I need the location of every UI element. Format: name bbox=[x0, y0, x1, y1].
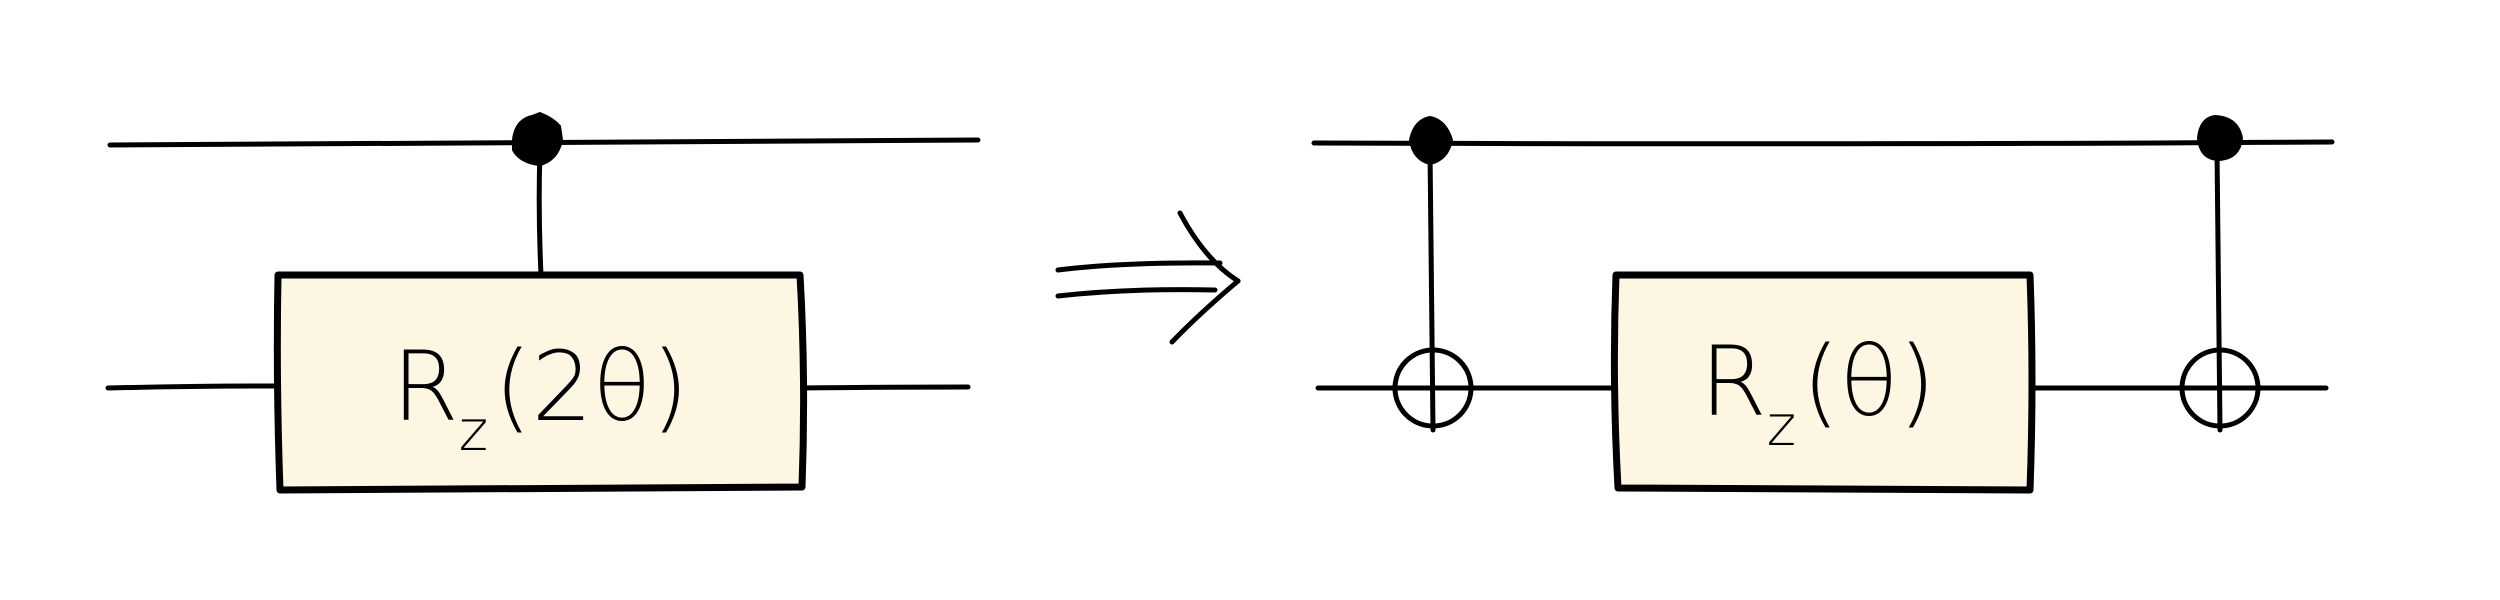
left-gate-subscript: z bbox=[459, 399, 488, 464]
right-gate-label: Rz(θ) bbox=[1700, 326, 1936, 459]
right-cnot-2-control-line bbox=[2214, 147, 2223, 433]
right-gate-argument: (θ) bbox=[1802, 326, 1936, 438]
left-gate-base: R bbox=[392, 331, 459, 443]
left-control-dot bbox=[512, 111, 564, 167]
right-circuit: Rz(θ) bbox=[1311, 114, 2335, 494]
right-cnot-1-control-dot bbox=[1408, 115, 1454, 166]
right-gate-base: R bbox=[1700, 326, 1767, 438]
right-cnot-1-control-line bbox=[1427, 147, 1436, 433]
double-arrow-right-icon bbox=[1055, 210, 1241, 345]
right-cnot-1 bbox=[1392, 115, 1474, 433]
left-gate-box bbox=[273, 271, 808, 494]
left-circuit: Rz(2θ) bbox=[105, 111, 981, 494]
left-gate-label: Rz(2θ) bbox=[392, 331, 689, 464]
left-gate-argument: (2θ) bbox=[494, 331, 689, 443]
left-bottom-wire-out bbox=[797, 384, 971, 391]
right-cnot-2 bbox=[2179, 114, 2261, 433]
left-bottom-wire-in bbox=[105, 383, 283, 391]
right-cnot-2-control-dot bbox=[2196, 114, 2244, 162]
right-gate-subscript: z bbox=[1767, 394, 1796, 459]
right-gate-box bbox=[1610, 271, 2036, 494]
left-control-line bbox=[536, 147, 544, 278]
right-top-wire bbox=[1311, 139, 2335, 147]
